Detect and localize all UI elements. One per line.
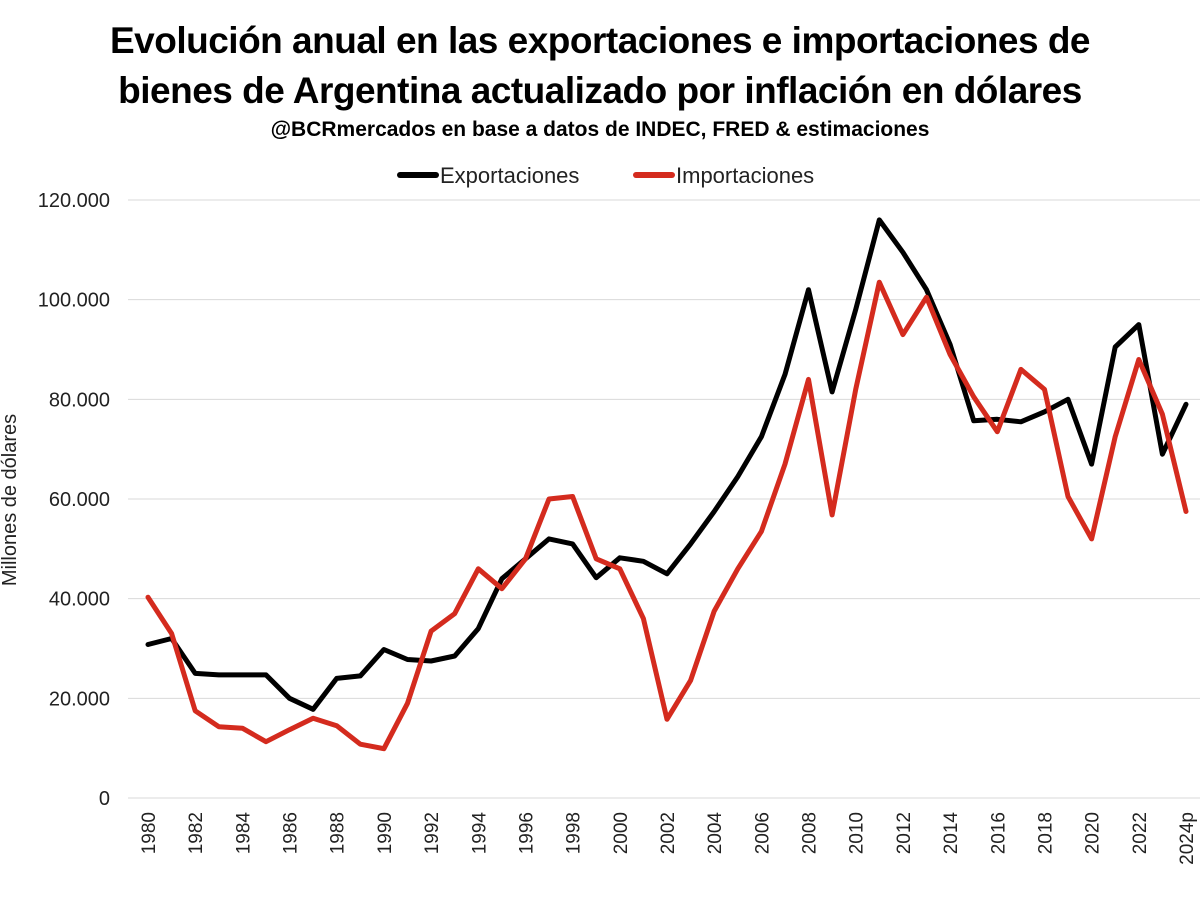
series-line-importaciones xyxy=(145,279,1189,752)
y-axis-ticks: 0 20.000 40.000 60.000 80.000 100.000 120.000 xyxy=(38,190,110,810)
x-tick-label: 2020 xyxy=(1083,812,1104,854)
x-tick-label: 1984 xyxy=(233,812,254,855)
chart-title-line2: bienes de Argentina actualizado por infl… xyxy=(118,70,1082,111)
x-tick-label: 2010 xyxy=(847,812,868,854)
x-tick-label: 1994 xyxy=(469,812,490,855)
legend-label: Importaciones xyxy=(676,163,814,188)
legend-label: Exportaciones xyxy=(440,163,579,188)
x-tick-label: 2022 xyxy=(1130,812,1151,854)
x-tick-label: 1988 xyxy=(328,812,349,854)
x-tick-label: 2024p xyxy=(1177,812,1198,865)
x-tick-label: 1990 xyxy=(375,812,396,854)
x-tick-label: 2004 xyxy=(705,812,726,855)
y-tick-label: 120.000 xyxy=(38,190,110,212)
y-tick-label: 60.000 xyxy=(49,489,110,511)
y-tick-label: 0 xyxy=(99,788,110,810)
x-tick-label: 2012 xyxy=(894,812,915,854)
x-tick-label: 1982 xyxy=(186,812,207,854)
y-tick-label: 20.000 xyxy=(49,688,110,710)
x-tick-label: 1980 xyxy=(139,812,160,854)
x-tick-label: 1986 xyxy=(281,812,302,854)
series-line-exportaciones xyxy=(145,217,1189,712)
gridlines xyxy=(128,199,1200,799)
x-tick-label: 2016 xyxy=(988,812,1009,854)
y-tick-label: 100.000 xyxy=(38,290,110,312)
series-lines xyxy=(145,217,1189,752)
x-tick-label: 2014 xyxy=(941,812,962,855)
x-tick-label: 2002 xyxy=(658,812,679,854)
legend: Exportaciones Importaciones xyxy=(397,163,814,188)
x-tick-label: 2018 xyxy=(1035,812,1056,854)
x-tick-label: 2006 xyxy=(752,812,773,854)
chart-subtitle: @BCRmercados en base a datos de INDEC, F… xyxy=(270,118,930,141)
x-tick-label: 1996 xyxy=(516,812,537,854)
x-tick-label: 2008 xyxy=(800,812,821,854)
y-axis-label: Millones de dólares xyxy=(0,414,21,586)
x-axis-ticks: 1980 1982 1984 1986 1988 1990 1992 1994 1996 1998… xyxy=(139,812,1198,865)
x-tick-label: 2000 xyxy=(611,812,632,854)
x-tick-label: 1992 xyxy=(422,812,443,854)
y-tick-label: 40.000 xyxy=(49,589,110,611)
y-tick-label: 80.000 xyxy=(49,389,110,411)
x-tick-label: 1998 xyxy=(564,812,585,854)
chart-title: Evolución anual en las exportaciones e i… xyxy=(109,20,1091,61)
